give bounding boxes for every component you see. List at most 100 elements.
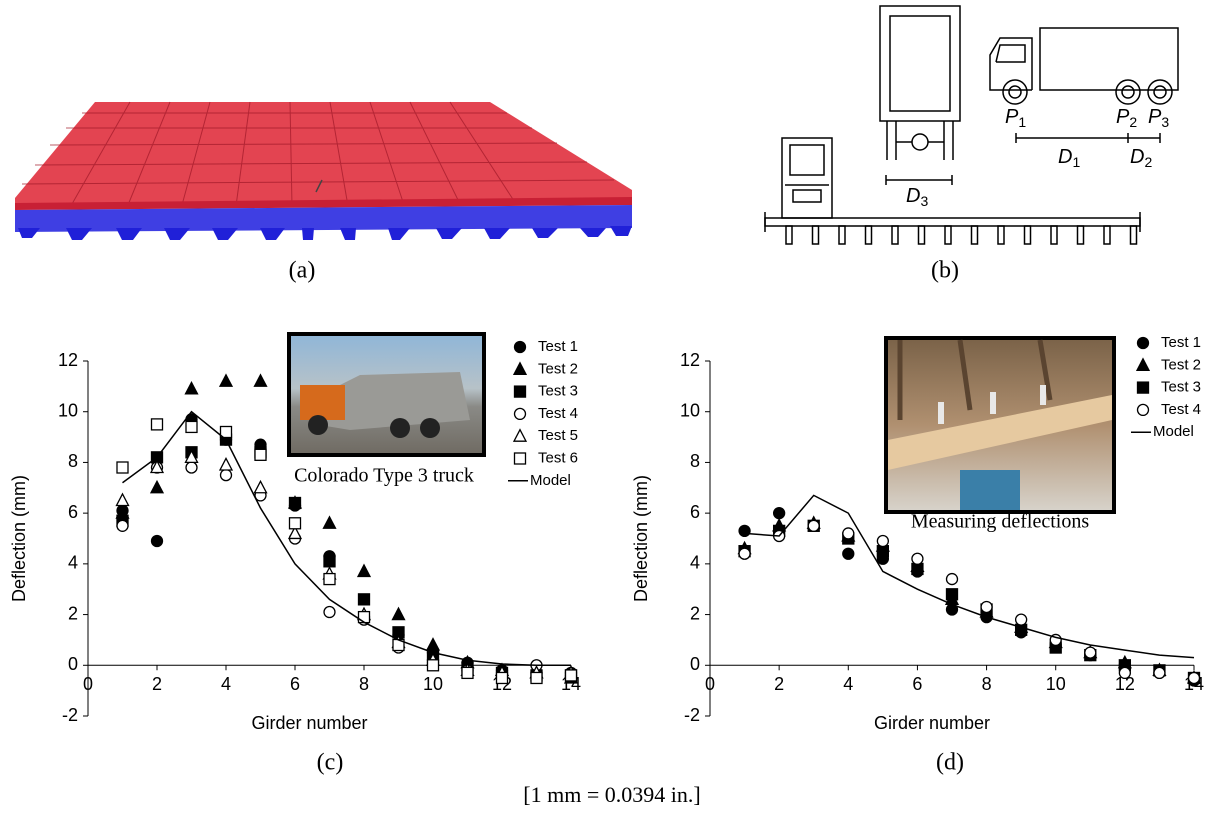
diagram-label: P2 xyxy=(1116,106,1137,129)
marker xyxy=(738,547,751,560)
panel-caption: (b) xyxy=(931,258,959,284)
marker xyxy=(185,461,198,474)
marker xyxy=(149,459,165,474)
legend-swatch xyxy=(1136,336,1150,350)
girder xyxy=(838,225,846,245)
legend-swatch xyxy=(513,407,527,421)
marker xyxy=(495,671,509,685)
girder xyxy=(1129,225,1138,245)
marker xyxy=(564,669,578,682)
marker xyxy=(323,555,336,568)
label-sub: 1 xyxy=(1018,114,1026,130)
label-main: D xyxy=(1130,146,1144,168)
y-tick-label: 8 xyxy=(68,451,78,471)
x-tick-label: 4 xyxy=(221,674,231,694)
marker xyxy=(150,418,164,431)
girder xyxy=(970,225,979,245)
y-tick-label: 4 xyxy=(68,553,78,573)
marker xyxy=(288,517,302,530)
legend-label: Model xyxy=(530,472,571,489)
x-axis-label: Girder number xyxy=(251,713,367,733)
x-tick-label: 0 xyxy=(83,674,93,694)
marker xyxy=(356,563,372,578)
unit-note: [1 mm = 0.0394 in.] xyxy=(523,782,700,807)
diagram-label: D1 xyxy=(1058,146,1080,169)
x-tick-label: 6 xyxy=(912,674,922,694)
marker xyxy=(184,449,199,464)
y-tick-label: 2 xyxy=(690,603,700,623)
legend-swatch xyxy=(1135,357,1151,371)
legend-swatch xyxy=(512,361,528,375)
legend-label: Test 5 xyxy=(538,427,578,444)
legend-label: Test 4 xyxy=(538,405,578,422)
legend-swatch xyxy=(513,340,527,354)
legend-label: Test 4 xyxy=(1161,401,1201,418)
label-sub: 1 xyxy=(1072,154,1080,170)
marker xyxy=(772,506,786,520)
x-tick-label: 8 xyxy=(982,674,992,694)
marker xyxy=(391,606,406,621)
x-tick-label: 10 xyxy=(423,674,443,694)
girder xyxy=(1103,225,1111,245)
marker xyxy=(218,373,234,387)
chart: -202468101202468101214Girder numberDefle… xyxy=(631,334,1204,776)
y-tick-label: 12 xyxy=(58,350,78,370)
legend-swatch xyxy=(513,452,527,465)
inset-caption: Colorado Type 3 truck xyxy=(294,465,474,487)
legend-label: Test 6 xyxy=(538,449,578,466)
marker xyxy=(185,420,198,434)
legend-swatch xyxy=(512,428,528,442)
diagram-label: P1 xyxy=(1005,106,1026,129)
marker xyxy=(1118,666,1132,680)
marker xyxy=(322,515,337,529)
girder xyxy=(785,225,793,245)
girder xyxy=(864,225,873,245)
marker xyxy=(945,572,959,586)
legend: Test 1 Test 2 Test 3 Test 4 Model xyxy=(1131,334,1201,440)
x-tick-label: 12 xyxy=(1115,674,1135,694)
label-sub: 3 xyxy=(920,193,928,209)
legend-label: Test 1 xyxy=(1161,334,1201,351)
legend-label: Test 3 xyxy=(538,383,578,400)
truck-diagram xyxy=(764,5,1179,245)
legend-label: Test 3 xyxy=(1161,379,1201,396)
marker xyxy=(116,461,129,474)
diagram-label: D3 xyxy=(906,185,928,208)
legend-label: Model xyxy=(1153,423,1194,440)
marker xyxy=(911,552,924,565)
marker xyxy=(184,380,199,395)
marker xyxy=(357,593,371,606)
photo-inset xyxy=(287,332,486,457)
legend-swatch xyxy=(1136,403,1150,417)
marker xyxy=(945,588,959,601)
marker xyxy=(149,479,165,494)
marker xyxy=(116,519,129,532)
marker xyxy=(253,479,268,494)
y-axis-label: Deflection (mm) xyxy=(631,475,651,602)
marker xyxy=(738,524,751,538)
y-tick-label: 4 xyxy=(690,553,700,573)
girder xyxy=(1023,225,1032,245)
marker xyxy=(807,519,820,532)
marker xyxy=(288,496,302,510)
marker xyxy=(287,525,303,540)
marker xyxy=(1014,613,1028,626)
x-tick-label: 0 xyxy=(705,674,715,694)
label-sub: 2 xyxy=(1129,114,1137,130)
inset-caption: Measuring deflections xyxy=(911,511,1089,533)
marker xyxy=(219,425,233,439)
model-line xyxy=(744,494,1195,659)
label-sub: 3 xyxy=(1161,114,1169,130)
y-tick-label: 10 xyxy=(680,400,700,420)
y-axis-label: Deflection (mm) xyxy=(9,475,29,602)
x-tick-label: 2 xyxy=(774,674,784,694)
girder xyxy=(997,225,1005,245)
label-main: D xyxy=(1058,146,1072,168)
marker xyxy=(980,600,993,614)
marker xyxy=(530,671,543,685)
girder xyxy=(944,225,952,245)
marker xyxy=(1084,646,1097,659)
